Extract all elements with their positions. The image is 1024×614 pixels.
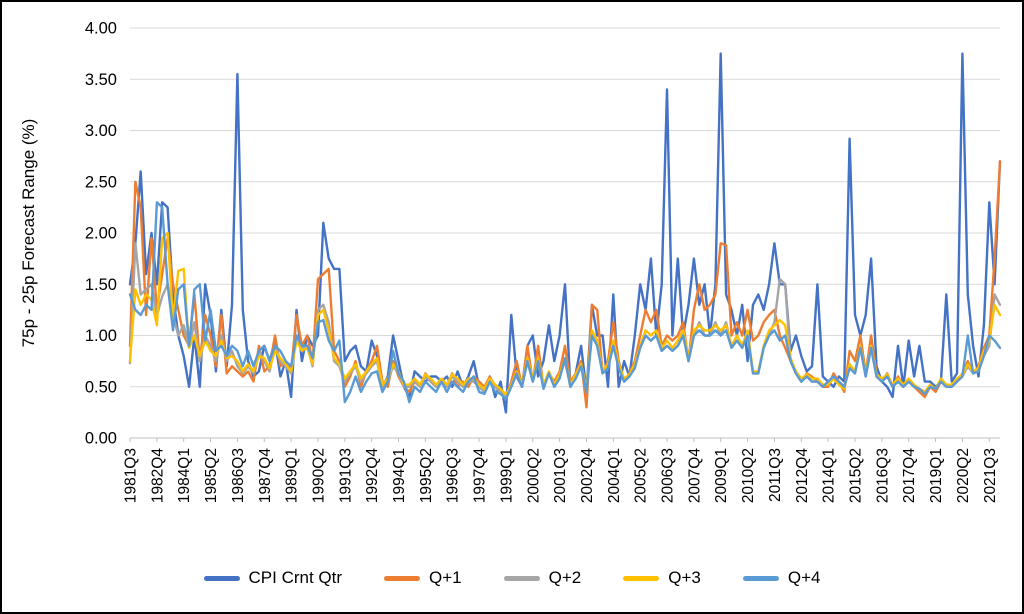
legend-item-q4: Q+4	[742, 568, 821, 588]
legend-swatch-q4	[742, 575, 779, 581]
x-tick-label: 2004Q1	[606, 448, 623, 503]
x-tick-label: 1985Q2	[203, 448, 220, 503]
x-tick-label: 2020Q2	[955, 448, 972, 503]
x-tick-label: 1994Q1	[391, 448, 408, 503]
x-tick-label: 2014Q1	[821, 448, 838, 503]
x-tick-label: 1995Q2	[418, 448, 435, 503]
legend-item-q3: Q+3	[623, 568, 701, 588]
x-tick-label: 2002Q4	[579, 448, 596, 504]
x-tick-label: 2001Q3	[552, 448, 569, 503]
x-tick-label: 2011Q3	[767, 448, 784, 502]
x-tick-label: 1992Q4	[364, 448, 381, 504]
legend-label-q3: Q+3	[668, 568, 701, 587]
x-tick-label: 2005Q2	[633, 448, 650, 503]
legend-item-q1: Q+1	[384, 568, 462, 588]
x-tick-label: 1986Q3	[230, 448, 247, 503]
x-tick-label: 1981Q3	[123, 448, 140, 503]
y-tick-label: 0.50	[85, 378, 117, 396]
x-tick-label: 2015Q2	[848, 448, 865, 503]
y-tick-label: 3.50	[85, 71, 117, 89]
legend-item-cpi-crnt-qtr: CPI Crnt Qtr	[203, 568, 343, 588]
x-tick-label: 2007Q4	[686, 448, 703, 504]
x-tick-label: 1982Q4	[149, 448, 166, 504]
y-tick-label: 0.00	[85, 430, 117, 448]
legend-label-q2: Q+2	[548, 568, 582, 587]
legend-swatch-cpi-crnt-qtr	[203, 575, 240, 581]
y-tick-label: 1.50	[85, 276, 117, 294]
y-tick-label: 4.00	[85, 20, 117, 38]
y-tick-label: 2.00	[85, 225, 117, 243]
x-tick-label: 2021Q3	[982, 448, 999, 503]
x-tick-label: 1997Q4	[472, 448, 489, 504]
series-line-q-1	[128, 160, 1002, 409]
legend-item-q2: Q+2	[503, 568, 582, 588]
x-tick-label: 2000Q2	[525, 448, 542, 503]
legend-swatch-q3	[623, 575, 660, 581]
legend-label-q1: Q+1	[429, 568, 462, 587]
legend-label-q4: Q+4	[787, 568, 821, 587]
x-tick-label: 1987Q4	[257, 448, 274, 504]
x-tick-label: 2019Q1	[928, 448, 945, 503]
legend-swatch-q1	[384, 575, 421, 581]
legend: CPI Crnt Qtr Q+1 Q+2 Q+3 Q+4	[2, 568, 1022, 588]
x-tick-label: 1989Q1	[284, 448, 301, 503]
x-tick-label: 1984Q1	[176, 448, 193, 503]
x-tick-label: 2017Q4	[901, 448, 918, 504]
x-tick-label: 2012Q4	[794, 448, 811, 504]
x-tick-label: 1991Q3	[337, 448, 354, 503]
x-tick-label: 2010Q2	[740, 448, 757, 503]
legend-label-cpi-crnt-qtr: CPI Crnt Qtr	[248, 568, 343, 587]
y-tick-label: 1.00	[85, 327, 117, 345]
x-tick-label: 1996Q3	[445, 448, 462, 503]
series-line-q-4	[128, 201, 1002, 404]
x-tick-label: 1990Q2	[310, 448, 327, 503]
x-tick-label: 2016Q3	[874, 448, 891, 503]
legend-swatch-q2	[503, 575, 540, 581]
series-line-q-3	[128, 231, 1002, 397]
x-tick-label: 1999Q1	[498, 448, 515, 503]
x-tick-label: 2006Q3	[660, 448, 677, 503]
y-tick-label: 3.00	[85, 122, 117, 140]
x-tick-label: 2009Q1	[713, 448, 730, 503]
y-tick-label: 2.50	[85, 173, 117, 191]
